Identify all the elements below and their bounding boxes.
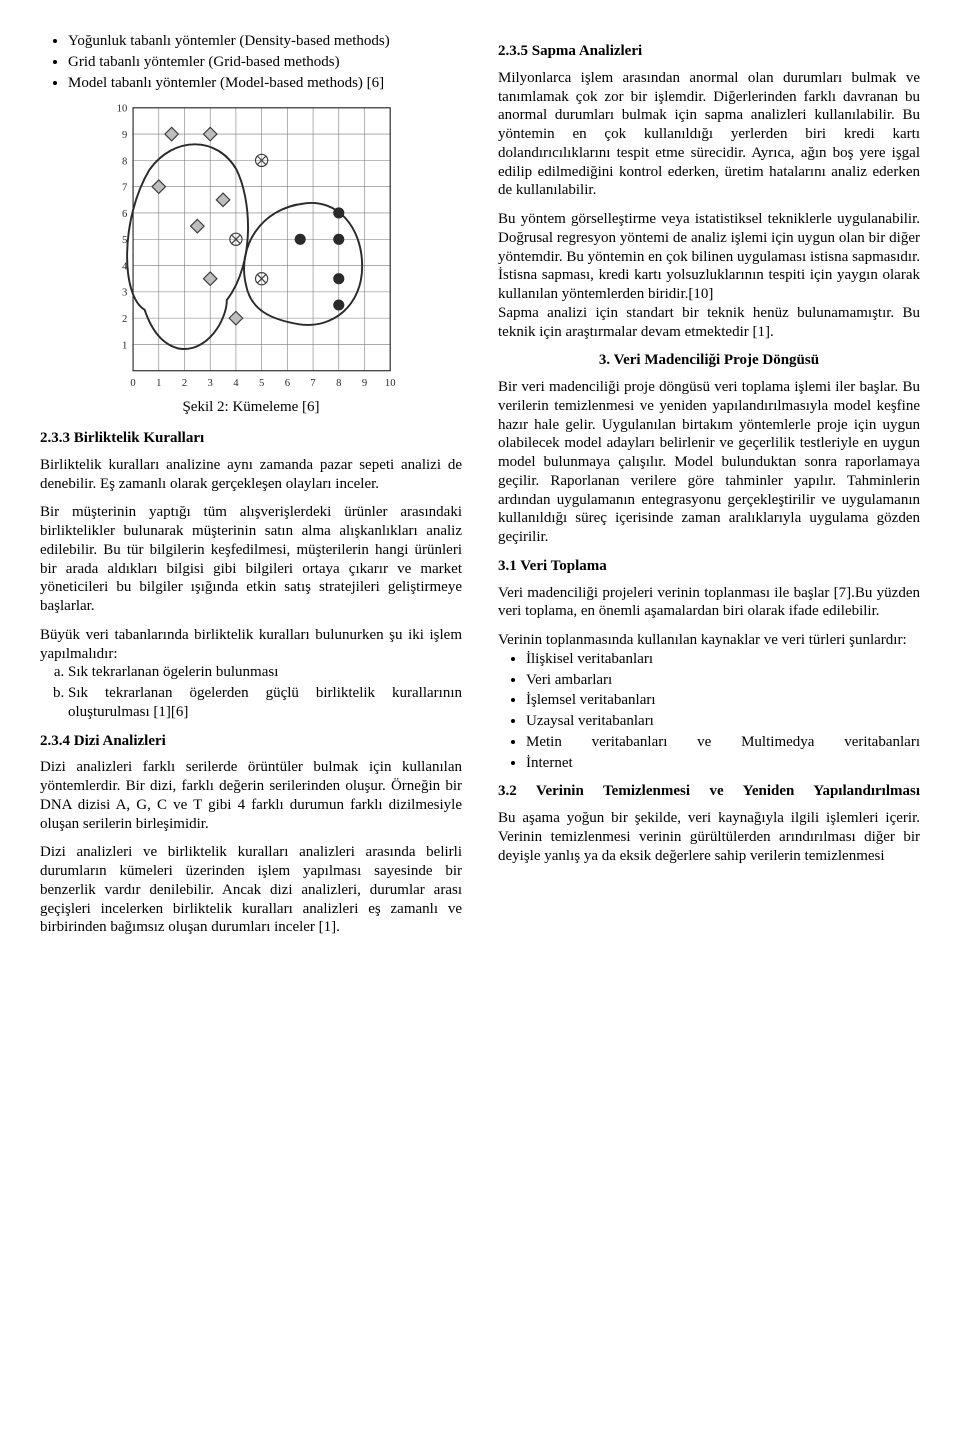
svg-text:1: 1 — [156, 378, 161, 389]
body-text: Bu yöntem görselleştirme veya istatistik… — [498, 210, 920, 304]
sources-list: İlişkisel veritabanları Veri ambarları İ… — [498, 650, 920, 773]
list-item: İlişkisel veritabanları — [526, 650, 920, 669]
list-item: Sık tekrarlanan ögelerden güçlü birlikte… — [68, 684, 462, 722]
svg-text:4: 4 — [233, 378, 239, 389]
svg-text:7: 7 — [310, 378, 315, 389]
list-item: Sık tekrarlanan ögelerin bulunması — [68, 663, 462, 682]
list-item: İnternet — [526, 754, 920, 773]
clustering-chart: 0 1 2 3 4 5 6 7 8 9 10 1 2 3 4 5 6 7 8 9 10 — [106, 102, 396, 392]
body-text: Milyonlarca işlem arasından anormal olan… — [498, 69, 920, 200]
section-234-title: 2.3.4 Dizi Analizleri — [40, 732, 462, 751]
svg-text:2: 2 — [122, 314, 127, 325]
list-item: Metin veritabanları ve Multimedya verita… — [526, 733, 920, 752]
page-two-column: Yoğunluk tabanlı yöntemler (Density-base… — [40, 32, 920, 947]
svg-text:1: 1 — [122, 341, 127, 352]
svg-text:4: 4 — [122, 262, 128, 273]
body-text: Dizi analizleri farklı serilerde örüntül… — [40, 758, 462, 833]
left-column: Yoğunluk tabanlı yöntemler (Density-base… — [40, 32, 462, 947]
list-item: İşlemsel veritabanları — [526, 691, 920, 710]
svg-text:10: 10 — [385, 378, 396, 389]
list-item: Grid tabanlı yöntemler (Grid-based metho… — [68, 53, 462, 72]
svg-text:6: 6 — [285, 378, 290, 389]
svg-text:2: 2 — [182, 378, 187, 389]
svg-text:8: 8 — [122, 157, 127, 168]
body-text: Birliktelik kuralları analizine aynı zam… — [40, 456, 462, 494]
right-column: 2.3.5 Sapma Analizleri Milyonlarca işlem… — [498, 32, 920, 947]
body-text: Veri madenciliği projeleri verinin topla… — [498, 584, 920, 622]
body-text: Sapma analizi için standart bir teknik h… — [498, 304, 920, 342]
svg-text:9: 9 — [362, 378, 367, 389]
section-32-title: 3.2 Verinin Temizlenmesi ve Yeniden Yapı… — [498, 782, 920, 801]
clustering-figure: 0 1 2 3 4 5 6 7 8 9 10 1 2 3 4 5 6 7 8 9 10 — [106, 102, 396, 392]
svg-text:5: 5 — [122, 235, 127, 246]
body-text: Bir veri madenciliği proje döngüsü veri … — [498, 378, 920, 547]
body-text: Verinin toplanmasında kullanılan kaynakl… — [498, 631, 920, 650]
svg-text:3: 3 — [208, 378, 213, 389]
body-text: Dizi analizleri ve birliktelik kuralları… — [40, 843, 462, 937]
section-235-title: 2.3.5 Sapma Analizleri — [498, 42, 920, 61]
svg-text:5: 5 — [259, 378, 264, 389]
figure-caption: Şekil 2: Kümeleme [6] — [40, 398, 462, 417]
svg-text:10: 10 — [117, 104, 128, 115]
body-text: Büyük veri tabanlarında birliktelik kura… — [40, 626, 462, 664]
list-item: Veri ambarları — [526, 671, 920, 690]
svg-text:6: 6 — [122, 209, 127, 220]
svg-text:0: 0 — [130, 378, 135, 389]
body-text: Bir müşterinin yaptığı tüm alışverişlerd… — [40, 503, 462, 616]
svg-text:7: 7 — [122, 183, 127, 194]
list-item: Model tabanlı yöntemler (Model-based met… — [68, 74, 462, 93]
svg-text:9: 9 — [122, 130, 127, 141]
body-text: Bu aşama yoğun bir şekilde, veri kaynağı… — [498, 809, 920, 865]
section-3-title: 3. Veri Madenciliği Proje Döngüsü — [498, 351, 920, 370]
list-item: Uzaysal veritabanları — [526, 712, 920, 731]
list-item: Yoğunluk tabanlı yöntemler (Density-base… — [68, 32, 462, 51]
section-31-title: 3.1 Veri Toplama — [498, 557, 920, 576]
methods-list: Yoğunluk tabanlı yöntemler (Density-base… — [40, 32, 462, 92]
lettered-list: Sık tekrarlanan ögelerin bulunması Sık t… — [40, 663, 462, 721]
svg-text:8: 8 — [336, 378, 341, 389]
section-233-title: 2.3.3 Birliktelik Kuralları — [40, 429, 462, 448]
svg-text:3: 3 — [122, 288, 127, 299]
